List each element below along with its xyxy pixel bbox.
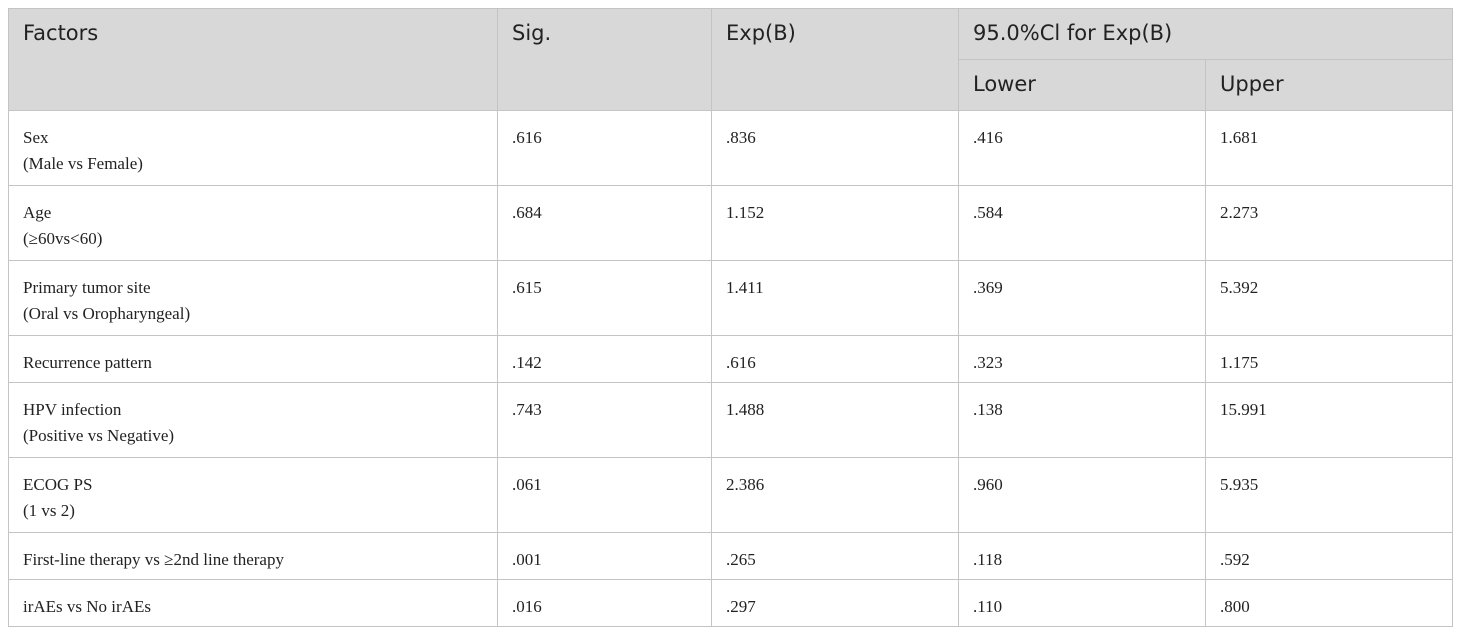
factor-cell: HPV infection (Positive vs Negative) bbox=[8, 382, 498, 458]
factor-cell: irAEs vs No irAEs bbox=[8, 579, 498, 627]
factor-line: Sex bbox=[23, 128, 49, 147]
header-cell: Factors bbox=[8, 8, 498, 111]
sig-cell: .001 bbox=[497, 532, 712, 580]
table-row: Recurrence pattern .142.616.323 1.175 bbox=[8, 335, 1454, 383]
factor-line: (1 vs 2) bbox=[23, 501, 75, 520]
sig-cell: .142 bbox=[497, 335, 712, 383]
sig-cell: .061 bbox=[497, 457, 712, 533]
lower-cell: .960 bbox=[958, 457, 1206, 533]
factor-line: (Oral vs Oropharyngeal) bbox=[23, 304, 191, 323]
expb-cell: .836 bbox=[711, 110, 959, 186]
factor-cell: First-line therapy vs ≥2nd line therapy bbox=[8, 532, 498, 580]
factor-cell: Primary tumor site (Oral vs Oropharyngeal… bbox=[8, 260, 498, 336]
upper-cell: .800 bbox=[1204, 579, 1454, 627]
sig-cell: .684 bbox=[497, 185, 712, 261]
upper-cell: 1.681 bbox=[1204, 110, 1454, 186]
factor-line: Age bbox=[23, 203, 52, 222]
table-body: Sex (Male vs Female) .616.836.416 1.681 Age(… bbox=[8, 110, 1454, 627]
lower-cell: .138 bbox=[958, 382, 1206, 458]
table-row: Sex (Male vs Female) .616.836.416 1.681 bbox=[8, 110, 1454, 186]
expb-cell: 2.386 bbox=[711, 457, 959, 533]
factor-cell: Age (≥60vs<60) bbox=[8, 185, 498, 261]
header-cell: Upper bbox=[1204, 59, 1454, 111]
upper-cell: 15.991 bbox=[1204, 382, 1454, 458]
factor-cell: Sex (Male vs Female) bbox=[8, 110, 498, 186]
upper-cell: 5.935 bbox=[1204, 457, 1454, 533]
factor-line: Recurrence pattern bbox=[23, 353, 152, 372]
lower-cell: .323 bbox=[958, 335, 1206, 383]
sig-cell: .743 bbox=[497, 382, 712, 458]
upper-cell: .592 bbox=[1204, 532, 1454, 580]
factor-line: irAEs vs No irAEs bbox=[23, 597, 151, 616]
factor-line: (Male vs Female) bbox=[23, 154, 143, 173]
header-cell: Lower bbox=[958, 59, 1206, 111]
table-row: irAEs vs No irAEs .016.297.110.800 bbox=[8, 579, 1454, 627]
factor-line: HPV infection bbox=[23, 400, 122, 419]
factor-line: (Positive vs Negative) bbox=[23, 426, 175, 445]
table-row: Primary tumor site (Oral vs Oropharyngeal… bbox=[8, 260, 1454, 336]
table-row: Age (≥60vs<60) .684 1.152.584 2.273 bbox=[8, 185, 1454, 261]
expb-cell: 1.152 bbox=[711, 185, 959, 261]
upper-cell: 1.175 bbox=[1204, 335, 1454, 383]
lower-cell: .584 bbox=[958, 185, 1206, 261]
lower-cell: .110 bbox=[958, 579, 1206, 627]
factor-line: (≥60vs<60) bbox=[23, 229, 103, 248]
table-row: HPV infection (Positive vs Negative) .743 1… bbox=[8, 382, 1454, 458]
results-table: Factors Sig. Exp(B) 95.0%Cl for Exp(B) L… bbox=[8, 8, 1454, 627]
expb-cell: .297 bbox=[711, 579, 959, 627]
header-cell: Sig. bbox=[497, 8, 712, 111]
sig-cell: .616 bbox=[497, 110, 712, 186]
upper-cell: 2.273 bbox=[1204, 185, 1454, 261]
factor-line: ECOG PS bbox=[23, 475, 93, 494]
sig-cell: .016 bbox=[497, 579, 712, 627]
lower-cell: .118 bbox=[958, 532, 1206, 580]
factor-cell: ECOG PS (1 vs 2) bbox=[8, 457, 498, 533]
table-row: ECOG PS (1 vs 2) .061 2.386.960 5.935 bbox=[8, 457, 1454, 533]
factor-line: First-line therapy vs ≥2nd line therapy bbox=[23, 550, 284, 569]
upper-cell: 5.392 bbox=[1204, 260, 1454, 336]
lower-cell: .369 bbox=[958, 260, 1206, 336]
header-cell: 95.0%Cl for Exp(B) bbox=[957, 8, 1454, 60]
table-row: First-line therapy vs ≥2nd line therapy.… bbox=[8, 532, 1454, 580]
expb-cell: 1.411 bbox=[711, 260, 959, 336]
lower-cell: .416 bbox=[958, 110, 1206, 186]
expb-cell: .616 bbox=[711, 335, 959, 383]
sig-cell: .615 bbox=[497, 260, 712, 336]
header-cell: Exp(B) bbox=[711, 8, 959, 111]
expb-cell: 1.488 bbox=[711, 382, 959, 458]
factor-cell: Recurrence pattern bbox=[8, 335, 498, 383]
expb-cell: .265 bbox=[711, 532, 959, 580]
factor-line: Primary tumor site bbox=[23, 278, 151, 297]
